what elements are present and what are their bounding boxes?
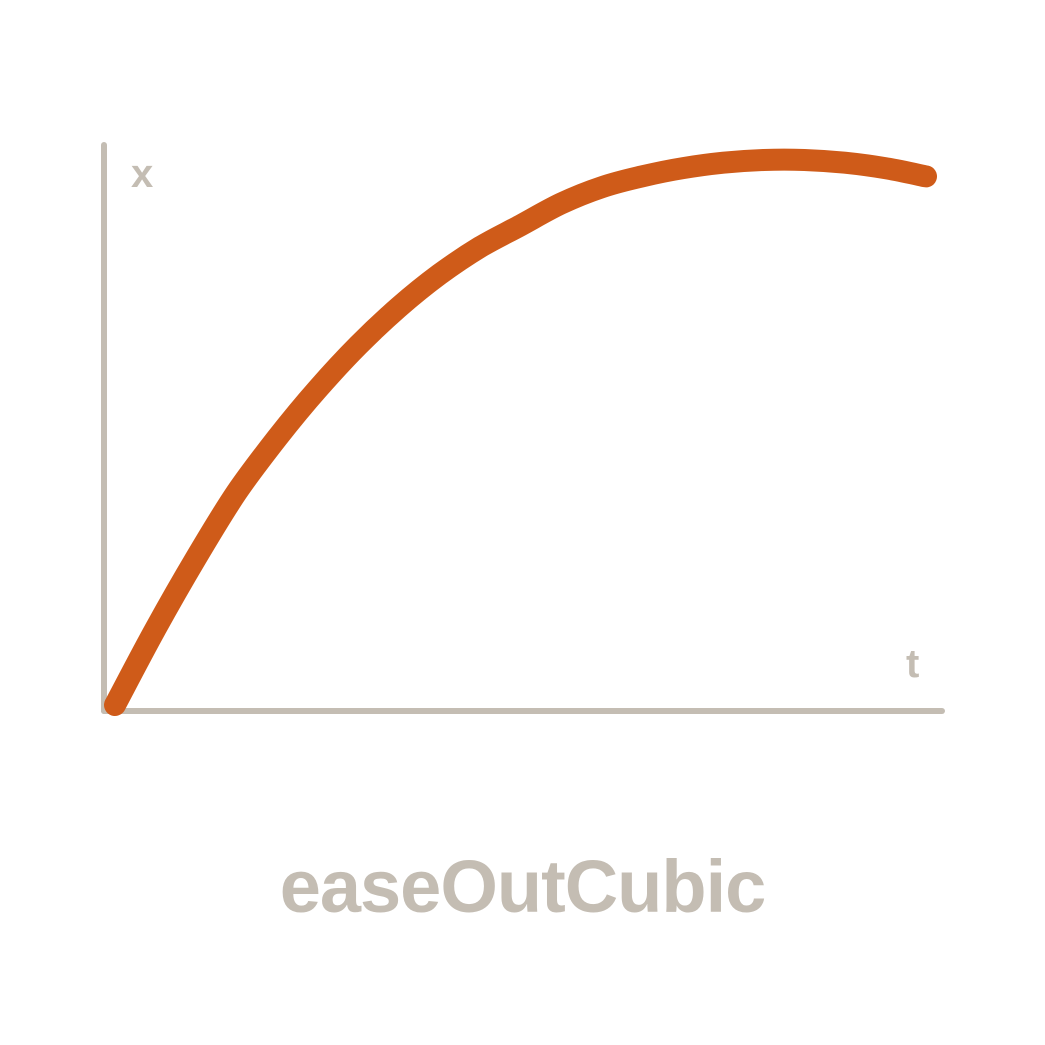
series-line-0 [104, 148, 937, 716]
chart-title: easeOutCubic [279, 845, 767, 928]
y-axis-label: x [131, 152, 153, 196]
series-layer [104, 148, 937, 716]
x-axis-label: t [906, 642, 919, 686]
